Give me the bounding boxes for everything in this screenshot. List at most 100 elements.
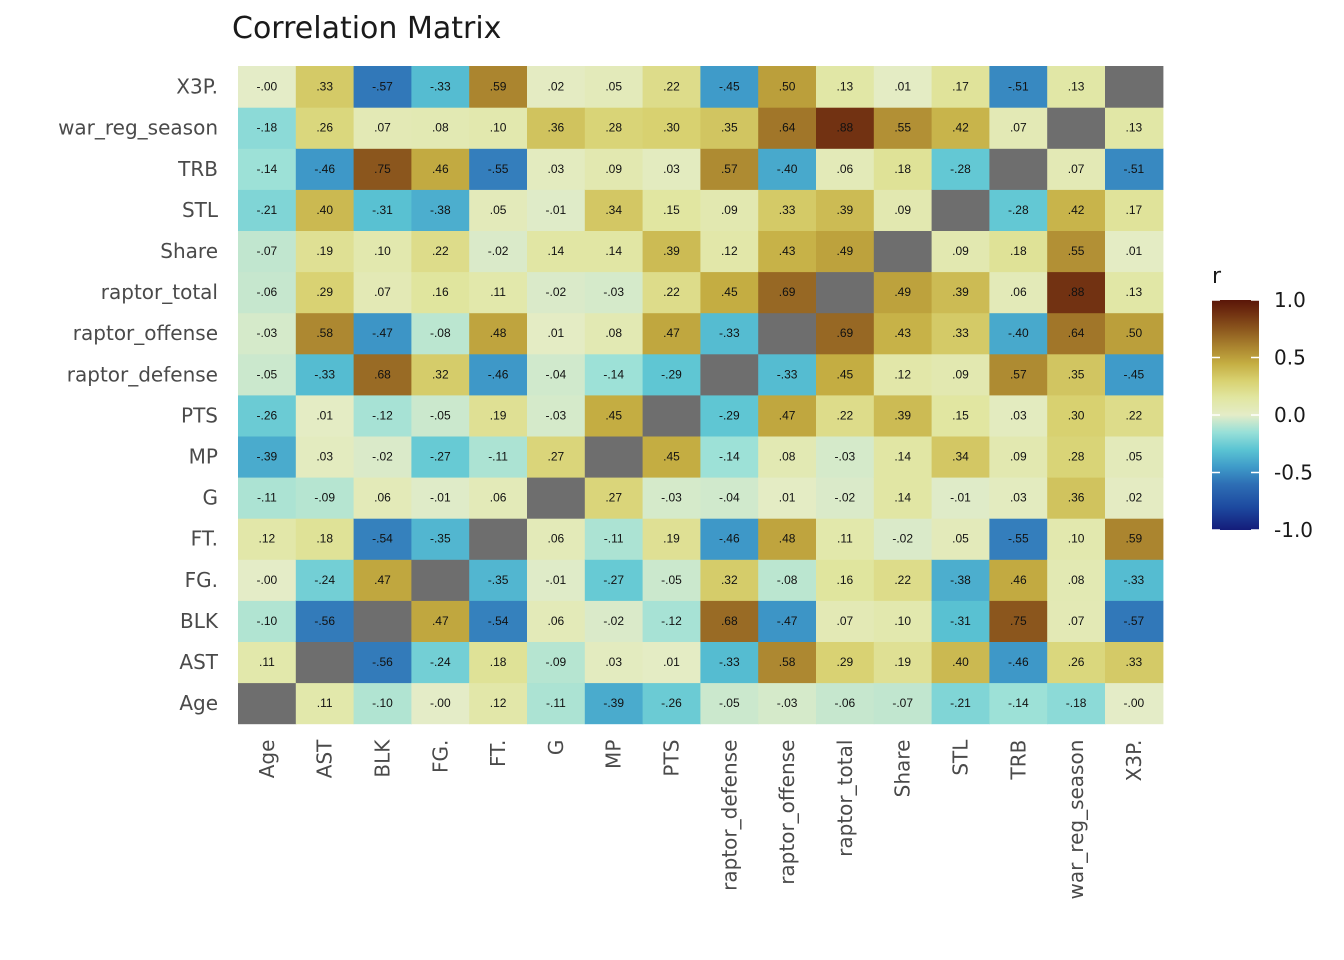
heatmap-cell-FT.-X3P.	[469, 66, 528, 108]
heatmap-cell-label: .43	[779, 244, 796, 258]
heatmap-cell-label: .88	[837, 121, 854, 135]
heatmap-cell-label: .07	[374, 121, 391, 135]
x-tick-label: FT.	[486, 740, 510, 767]
heatmap-cell-MP-MP	[584, 435, 644, 478]
heatmap-cell-label: .03	[1010, 491, 1027, 505]
heatmap-cell-label: .10	[374, 244, 391, 258]
heatmap-cell-TRB-TRB	[989, 148, 1048, 190]
heatmap-cell-MP-Share	[584, 230, 644, 273]
heatmap-cell-X3P.-raptor_total	[1105, 271, 1164, 314]
heatmap-cell-label: -.07	[892, 696, 913, 710]
x-tick-label: TRB	[1006, 740, 1030, 781]
heatmap-cell-label: .58	[779, 655, 796, 669]
heatmap-cell-X3P.-X3P.	[1105, 66, 1164, 108]
heatmap-cell-label: .29	[316, 285, 333, 299]
heatmap-cell-label: -.39	[603, 696, 624, 710]
heatmap-cell-FT.-MP	[469, 435, 528, 478]
heatmap-cell-label: .40	[316, 203, 333, 217]
heatmap-cell-AST-raptor_defense	[295, 353, 355, 396]
heatmap-cell-MP-Age	[584, 682, 644, 725]
heatmap-cell-label: .06	[548, 532, 565, 546]
legend-tick-label: 0.0	[1274, 403, 1306, 427]
heatmap-cell-label: .06	[1010, 285, 1027, 299]
heatmap-cell-label: .07	[374, 285, 391, 299]
heatmap-cell-label: -.38	[950, 573, 971, 587]
heatmap-cell-label: -.02	[835, 491, 856, 505]
heatmap-cell-label: .57	[721, 162, 738, 176]
heatmap-cell-raptor_offense-raptor_total	[758, 271, 817, 314]
heatmap-cell-label: .28	[1068, 449, 1085, 463]
heatmap-cell-MP-FG.	[584, 559, 644, 601]
heatmap-cell-Share-Share	[873, 230, 933, 273]
heatmap-cell-FT.-FG.	[469, 559, 528, 601]
heatmap-cell-label: -.06	[257, 285, 278, 299]
heatmap-cell-BLK-FT.	[353, 518, 412, 560]
heatmap-cell-MP-raptor_offense	[584, 312, 644, 355]
color-legend: r 1.0 0.5 0.0 -0.5 -1.0	[1212, 264, 1313, 542]
heatmap-cell-war_reg_season-TRB	[1047, 148, 1106, 190]
heatmap-cell-Age-PTS	[238, 394, 297, 437]
heatmap-cell-X3P.-PTS	[1105, 394, 1164, 437]
heatmap-cell-label: .09	[721, 203, 738, 217]
heatmap-cell-label: .27	[548, 449, 565, 463]
heatmap-cell-PTS-X3P.	[642, 66, 701, 108]
heatmap-cell-G-PTS	[527, 394, 586, 437]
heatmap-cell-raptor_defense-AST	[700, 641, 759, 684]
heatmap-cell-PTS-Share	[642, 230, 701, 273]
heatmap-cell-label: .46	[1010, 573, 1027, 587]
heatmap-cell-label: .55	[894, 121, 911, 135]
heatmap-cell-STL-FT.	[931, 518, 990, 560]
heatmap-cell-label: .29	[837, 655, 854, 669]
heatmap-cell-raptor_total-PTS	[816, 394, 875, 437]
heatmap-cell-AST-raptor_offense	[295, 312, 355, 355]
heatmap-cell-label: .75	[1010, 614, 1027, 628]
heatmap-cell-X3P.-AST	[1105, 641, 1164, 684]
x-tick-label: BLK	[371, 739, 395, 778]
heatmap-cell-label: .34	[605, 203, 622, 217]
heatmap-cell-label: .22	[894, 573, 911, 587]
y-axis-labels: Age AST BLK FG. FT. G MP PTS raptor_defense rapto…	[58, 75, 219, 715]
heatmap-cell-war_reg_season-FG.	[1047, 559, 1106, 601]
heatmap-cell-AST-Age	[295, 682, 355, 725]
heatmap-cell-STL-FG.	[931, 559, 990, 601]
heatmap-cell-TRB-AST	[989, 641, 1048, 684]
heatmap-cell-raptor_total-BLK	[816, 600, 875, 642]
heatmap-cell-STL-war_reg_season	[931, 107, 990, 149]
heatmap-cell-BLK-X3P.	[353, 66, 412, 108]
heatmap-cell-label: .33	[1126, 655, 1143, 669]
heatmap-cell-label: .26	[1068, 655, 1085, 669]
heatmap-cell-Share-raptor_total	[873, 271, 933, 314]
heatmap-cell-label: .09	[952, 367, 969, 381]
heatmap-cell-Share-TRB	[873, 148, 933, 190]
heatmap-cell-label: -.09	[546, 655, 567, 669]
heatmap-cell-label: .36	[548, 121, 565, 135]
y-tick-label: raptor_defense	[67, 362, 218, 386]
heatmap-cell-BLK-raptor_defense	[353, 353, 412, 396]
legend-tick-label: 0.5	[1274, 346, 1306, 370]
heatmap-cell-TRB-Share	[989, 230, 1048, 273]
heatmap-cell-label: .11	[317, 696, 333, 710]
heatmap-cell-X3P.-FG.	[1105, 559, 1164, 601]
heatmap-cell-raptor_offense-FG.	[758, 559, 817, 601]
heatmap-cell-label: -.33	[1124, 573, 1145, 587]
heatmap-cell-label: .15	[663, 203, 680, 217]
heatmap-cell-BLK-PTS	[353, 394, 412, 437]
heatmap-cell-AST-TRB	[295, 148, 355, 190]
heatmap-cell-Share-Age	[873, 682, 933, 725]
heatmap-cell-label: -.02	[603, 614, 624, 628]
heatmap-cell-label: .01	[316, 408, 333, 422]
heatmap-cell-X3P.-Age	[1105, 682, 1164, 725]
heatmap-cell-BLK-MP	[353, 435, 412, 478]
heatmap-cell-Share-FG.	[873, 559, 933, 601]
heatmap-cell-STL-STL	[931, 189, 990, 231]
heatmap-cell-label: -.11	[604, 532, 624, 546]
x-tick-label: raptor_total	[833, 740, 857, 857]
heatmap-cells: .11 -.10 -.00 .12 -.11 -.39 -.26 -.05 -.03 -.06 -.…	[238, 66, 1164, 725]
heatmap-cell-label: .16	[837, 573, 854, 587]
heatmap-cell-Share-AST	[873, 641, 933, 684]
heatmap-cell-label: -.03	[661, 491, 682, 505]
heatmap-cell-label: .18	[894, 162, 911, 176]
heatmap-cell-raptor_offense-FT.	[758, 518, 817, 560]
heatmap-cell-FG.-war_reg_season	[411, 107, 470, 149]
